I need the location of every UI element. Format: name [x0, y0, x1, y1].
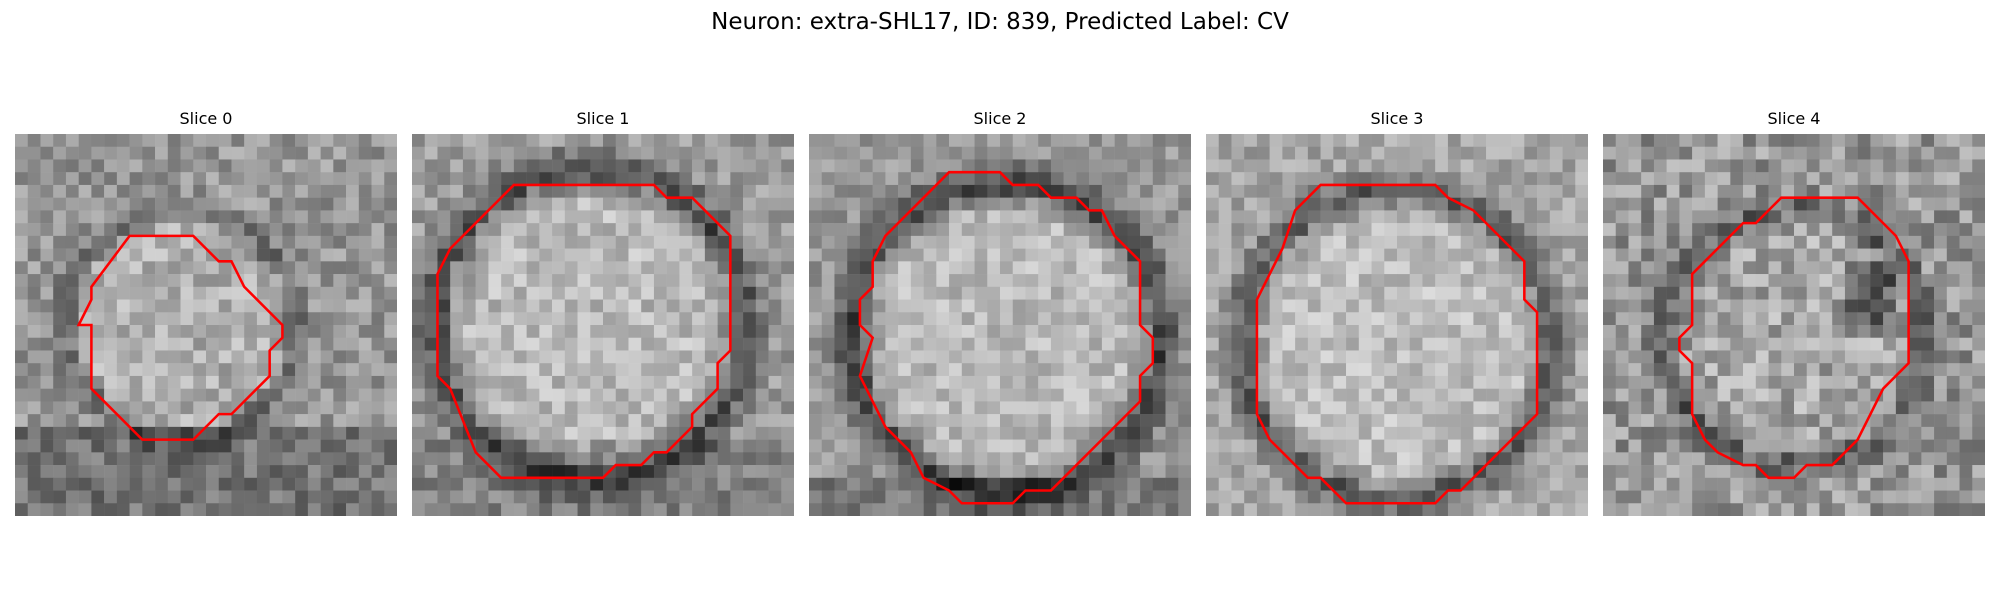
slice-image-2 [809, 134, 1191, 516]
slice-title-1: Slice 1 [576, 109, 630, 128]
pixel-grid [1603, 134, 1985, 516]
pixel-grid [809, 134, 1191, 516]
pixel-grid [15, 134, 397, 516]
cell-contour [1678, 196, 1910, 480]
slice-image-3 [1206, 134, 1588, 516]
figure-title: Neuron: extra-SHL17, ID: 839, Predicted … [711, 9, 1289, 35]
slice-image-1 [412, 134, 794, 516]
slice-image-4 [1603, 134, 1985, 516]
slice-title-3: Slice 3 [1370, 109, 1424, 128]
slice-title-0: Slice 0 [179, 109, 233, 128]
cell-contour [76, 234, 284, 441]
pixel-grid [412, 134, 794, 516]
cell-contour [436, 183, 732, 480]
cell-contour [1255, 183, 1539, 505]
slice-title-2: Slice 2 [973, 109, 1027, 128]
slice-title-4: Slice 4 [1767, 109, 1821, 128]
pixel-grid [1206, 134, 1588, 516]
cell-contour [858, 170, 1155, 505]
slice-image-0 [15, 134, 397, 516]
